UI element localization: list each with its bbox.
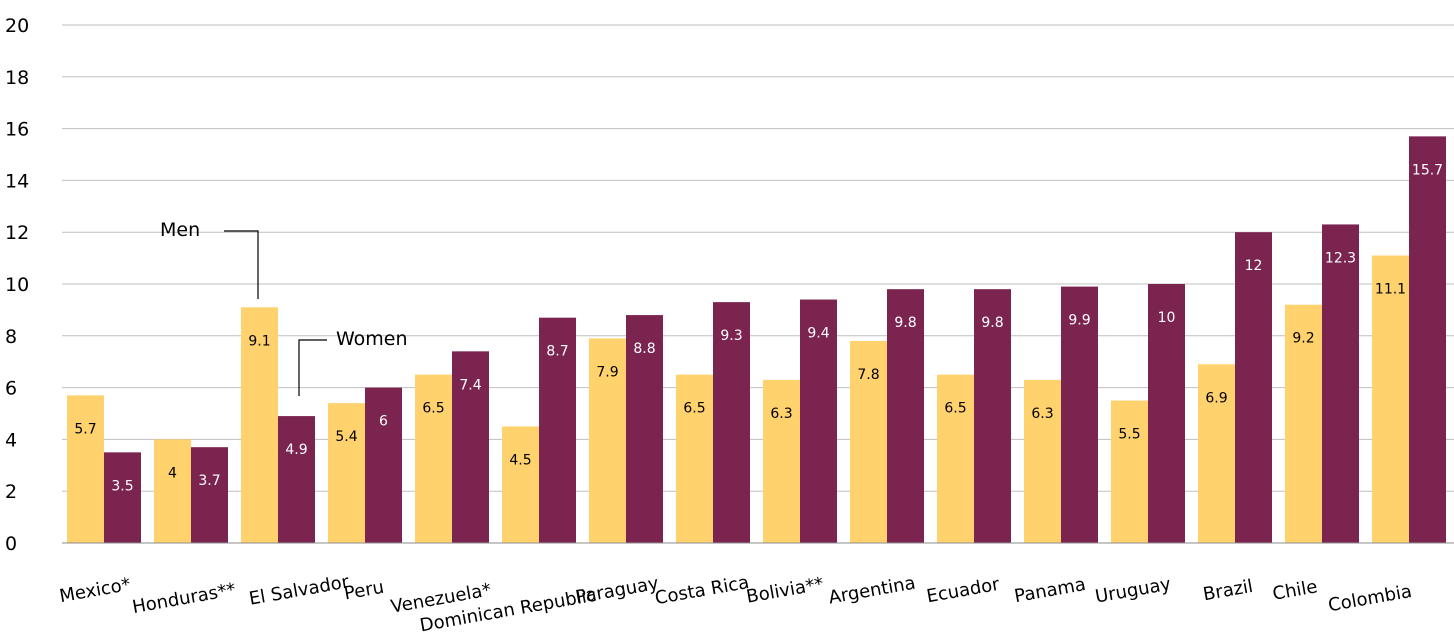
data-label-women: 9.8	[981, 315, 1003, 331]
y-tick-label: 10	[5, 274, 29, 296]
data-label-women: 9.3	[720, 328, 742, 344]
x-category-label: Colombia	[1327, 581, 1414, 616]
data-label-men: 5.7	[74, 421, 96, 437]
y-tick-label: 14	[5, 170, 29, 192]
bar-men	[676, 374, 713, 543]
x-category-label: Bolivia**	[745, 573, 826, 607]
data-label-women: 8.8	[633, 341, 655, 357]
bar-women	[104, 452, 141, 543]
bar-men	[1372, 255, 1409, 543]
bar-men	[1198, 364, 1235, 543]
data-labels: 5.7 3.5 4 3.7 9.1 4.9 5.4 6 6.5 7.4 4.5 8.7 7.9 8.8 6.…	[74, 162, 1443, 494]
bars	[67, 136, 1446, 543]
bar-women	[278, 416, 315, 543]
y-tick-label: 6	[5, 378, 17, 400]
bar-women	[713, 302, 750, 543]
bar-men	[415, 374, 452, 543]
data-label-men: 6.5	[683, 401, 705, 417]
data-label-women: 9.4	[807, 326, 829, 342]
y-tick-label: 20	[5, 15, 29, 37]
x-category-label: Ecuador	[925, 574, 1002, 608]
y-tick-label: 12	[5, 222, 29, 244]
bar-men	[763, 379, 800, 543]
x-category-label: Argentina	[827, 573, 917, 609]
bar-women	[191, 447, 228, 543]
bar-women	[1235, 232, 1272, 543]
bar-women	[626, 315, 663, 543]
data-label-women: 6	[379, 414, 388, 430]
bar-women	[887, 289, 924, 543]
data-label-women: 12	[1245, 258, 1263, 274]
bar-women	[1322, 224, 1359, 543]
data-label-men: 4.5	[509, 452, 531, 468]
y-tick-label: 8	[5, 326, 17, 348]
y-tick-label: 4	[5, 429, 17, 451]
data-label-women: 8.7	[546, 344, 568, 360]
x-category-label: Paraguay	[574, 573, 661, 608]
bar-men	[1024, 379, 1061, 543]
bar-men	[154, 439, 191, 543]
data-label-women: 12.3	[1325, 250, 1356, 266]
men-callout-label: Men	[160, 219, 200, 241]
bar-women	[974, 289, 1011, 543]
men-callout-line	[224, 230, 259, 299]
data-label-women: 7.4	[459, 377, 481, 393]
data-label-men: 6.5	[944, 401, 966, 417]
x-category-label: Panama	[1013, 574, 1088, 607]
bar-men	[67, 395, 104, 543]
y-axis-ticks: 0 2 4 6 8 10 12 14 16 18 20	[5, 15, 29, 555]
x-category-label: Chile	[1271, 576, 1319, 605]
x-category-label: Honduras**	[131, 579, 238, 618]
data-label-men: 11.1	[1375, 282, 1406, 298]
x-category-label: El Salvador	[247, 571, 351, 609]
bar-women	[539, 317, 576, 543]
bar-women	[800, 299, 837, 543]
data-label-men: 9.1	[248, 333, 270, 349]
y-tick-label: 0	[5, 533, 17, 555]
data-label-men: 6.9	[1205, 390, 1227, 406]
data-label-men: 7.9	[596, 364, 618, 380]
women-callout-line	[298, 339, 327, 396]
x-category-label: Mexico*	[58, 574, 132, 607]
data-label-women: 9.9	[1068, 313, 1090, 329]
y-tick-label: 18	[5, 67, 29, 89]
women-callout-label: Women	[336, 328, 408, 350]
y-tick-label: 2	[5, 481, 17, 503]
bar-men	[850, 340, 887, 543]
bar-men	[589, 338, 626, 543]
data-label-men: 9.2	[1292, 331, 1314, 347]
bar-men	[937, 374, 974, 543]
data-label-women: 3.7	[198, 473, 220, 489]
data-label-men: 7.8	[857, 367, 879, 383]
bar-women	[1148, 284, 1185, 543]
data-label-men: 6.5	[422, 401, 444, 417]
bar-men	[241, 307, 278, 543]
bar-men	[1111, 400, 1148, 543]
data-label-men: 4	[168, 465, 177, 481]
x-category-label: Brazil	[1201, 576, 1254, 605]
data-label-men: 6.3	[770, 406, 792, 422]
y-tick-label: 16	[5, 119, 29, 141]
data-label-women: 9.8	[894, 315, 916, 331]
x-category-label: Costa Rica	[653, 572, 750, 609]
bar-men	[502, 426, 539, 543]
data-label-women: 3.5	[111, 478, 133, 494]
bar-women	[452, 351, 489, 543]
data-label-women: 15.7	[1412, 162, 1443, 178]
bar-men	[1285, 304, 1322, 543]
bar-women	[365, 387, 402, 543]
bar-men	[328, 403, 365, 543]
data-label-women: 10	[1158, 310, 1176, 326]
x-category-label: Uruguay	[1094, 574, 1173, 608]
bar-women	[1061, 286, 1098, 543]
data-label-men: 6.3	[1031, 406, 1053, 422]
data-label-men: 5.4	[335, 429, 357, 445]
data-label-women: 4.9	[285, 442, 307, 458]
x-category-label: Peru	[342, 577, 385, 605]
data-label-men: 5.5	[1118, 427, 1140, 443]
bar-women	[1409, 136, 1446, 543]
